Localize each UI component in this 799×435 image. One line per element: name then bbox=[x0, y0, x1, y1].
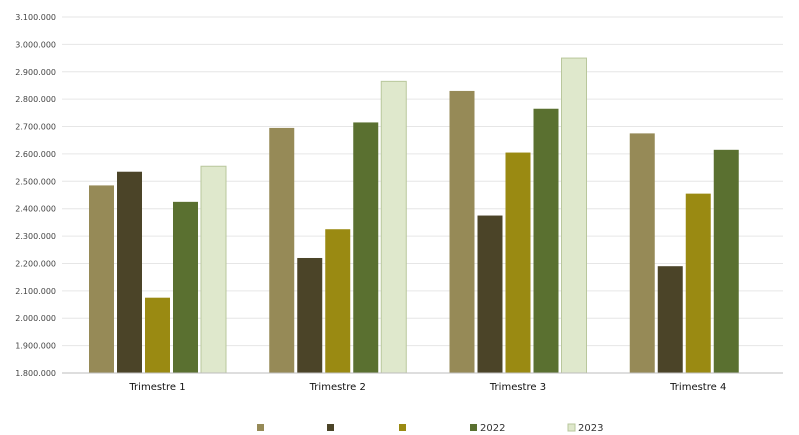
y-tick-label: 2.400.000 bbox=[15, 205, 56, 214]
bar-trimestre-4-series-1 bbox=[629, 133, 655, 373]
legend-swatch bbox=[470, 424, 477, 431]
legend-item bbox=[257, 424, 264, 431]
x-category-label: Trimestre 3 bbox=[489, 382, 546, 393]
x-category-label: Trimestre 4 bbox=[669, 382, 726, 393]
y-tick-label: 2.200.000 bbox=[15, 259, 56, 268]
bar-trimestre-2-series-2 bbox=[297, 257, 323, 373]
bar-trimestre-4-series-2 bbox=[657, 266, 683, 373]
bar-trimestre-4-series-3 bbox=[685, 193, 711, 373]
bar-trimestre-2-series-1 bbox=[269, 127, 295, 374]
legend-item bbox=[327, 424, 334, 431]
legend-swatch bbox=[567, 423, 576, 432]
bar-trimestre-1-series-2 bbox=[117, 171, 142, 373]
bar-trimestre-1-series-3 bbox=[145, 297, 170, 373]
y-tick-label: 3.100.000 bbox=[15, 13, 56, 22]
bar-trimestre-1-series-1 bbox=[89, 185, 114, 373]
y-tick-label: 2.100.000 bbox=[15, 287, 56, 296]
legend-label: 2023 bbox=[578, 423, 603, 434]
bar-trimestre-1-series-5 bbox=[200, 165, 227, 374]
y-tick-label: 2.600.000 bbox=[15, 150, 56, 159]
legend-item: 2023 bbox=[567, 423, 603, 434]
legend-swatch bbox=[399, 424, 406, 431]
legend-swatch bbox=[257, 424, 264, 431]
bar-trimestre-3-series-5 bbox=[561, 57, 587, 374]
legend-swatch bbox=[327, 424, 334, 431]
y-tick-label: 2.900.000 bbox=[15, 68, 56, 77]
y-tick-label: 1.800.000 bbox=[15, 369, 56, 378]
bar-trimestre-1-series-4 bbox=[173, 201, 198, 373]
x-category-label: Trimestre 1 bbox=[128, 382, 185, 393]
legend: 2022 2023 bbox=[257, 423, 603, 434]
bar-trimestre-3-series-2 bbox=[477, 215, 503, 373]
y-tick-label: 2.000.000 bbox=[15, 314, 56, 323]
bar-trimestre-3-series-3 bbox=[505, 152, 531, 373]
bar-trimestre-3-series-4 bbox=[533, 108, 559, 373]
legend-item: 2022 bbox=[470, 423, 505, 434]
x-category-label: Trimestre 2 bbox=[309, 382, 366, 393]
y-tick-label: 2.800.000 bbox=[15, 95, 56, 104]
y-axis-tick-labels: 1.800.000 1.900.000 2.000.000 2.100.000 2.20… bbox=[15, 13, 56, 378]
bar-trimestre-3-series-1 bbox=[449, 90, 475, 373]
y-tick-label: 2.700.000 bbox=[15, 123, 56, 132]
y-tick-label: 2.300.000 bbox=[15, 232, 56, 241]
legend-label: 2022 bbox=[480, 423, 505, 434]
y-tick-label: 3.000.000 bbox=[15, 40, 56, 49]
bar-trimestre-2-series-5 bbox=[380, 80, 407, 374]
bar-trimestre-4-series-4 bbox=[713, 149, 739, 373]
bar-trimestre-2-series-3 bbox=[325, 229, 351, 373]
bar-trimestre-2-series-4 bbox=[353, 122, 379, 373]
legend-item bbox=[399, 424, 406, 431]
x-axis-category-labels: Trimestre 1 Trimestre 2 Trimestre 3 Trimest… bbox=[128, 382, 726, 393]
y-tick-label: 1.900.000 bbox=[15, 342, 56, 351]
y-tick-label: 2.500.000 bbox=[15, 177, 56, 186]
bars bbox=[89, 57, 739, 374]
